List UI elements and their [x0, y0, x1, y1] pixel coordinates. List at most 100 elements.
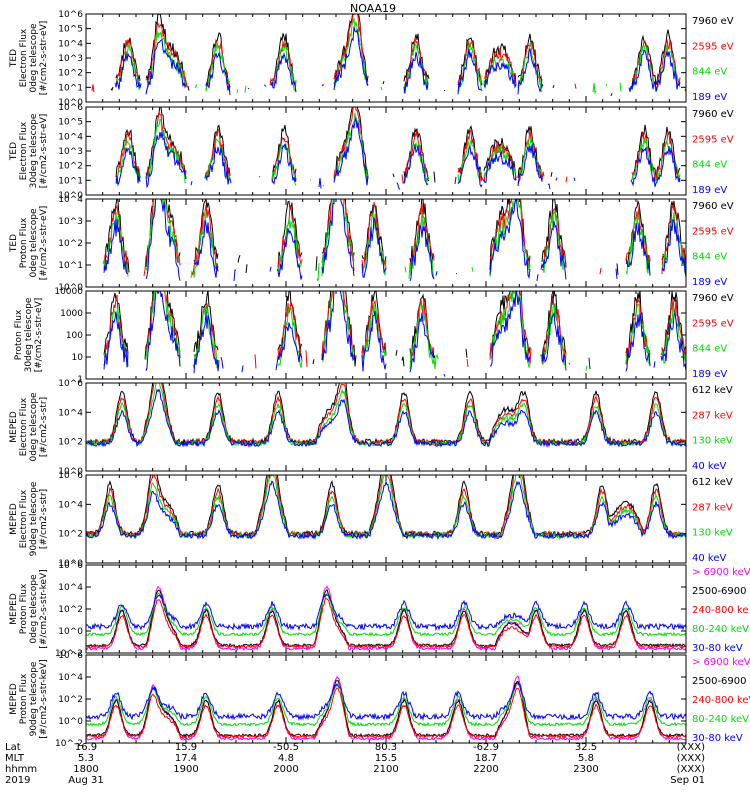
legend-entry: 612 keV	[692, 385, 733, 396]
panel-traces	[91, 14, 686, 96]
y-axis-label-line: [#/cm2-s-str-keV]	[39, 569, 49, 648]
y-axis-label-line: 90deg telescope	[29, 481, 39, 556]
y-axis-label-line: 0deg telescope	[29, 23, 39, 93]
legend-entry: 612 keV	[692, 477, 733, 488]
footer-cell-hhmm: 2000	[273, 764, 298, 775]
y-tick-label: 10^2	[58, 239, 83, 249]
panels-group: 10^0 10^1 10^2 10^3 10^4 10^5 10^6 TED Electron …	[9, 10, 750, 749]
y-axis-label: MEPED Proton Flux 90deg telescope [#/cm2-s-…	[9, 659, 49, 738]
footer-cell-hhmm: 2300	[573, 764, 598, 775]
panel-3: 10^0 10^1 10^2 10^3 10^4 TED Proton Flux 0deg t…	[9, 195, 734, 293]
y-tick-label: 10^2	[58, 162, 83, 172]
legend-entry: 189 eV	[692, 277, 727, 288]
legend-entry: 844 eV	[692, 67, 727, 78]
y-tick-label: 10^6	[58, 103, 83, 113]
footer-cell-hhmm: 2100	[373, 764, 398, 775]
y-axis-label-line: 90deg telescope	[29, 661, 39, 736]
series-trace	[115, 18, 684, 93]
y-tick-label: 10000	[54, 287, 83, 297]
panel-frame	[85, 13, 687, 103]
legend-entry: 189 eV	[692, 92, 727, 103]
y-tick-label: 1000	[60, 309, 83, 319]
legend-entry: 287 keV	[692, 410, 733, 421]
series-trace	[86, 597, 686, 649]
footer-cell-mlt: 5.3	[78, 753, 94, 764]
y-tick-label: 10^6	[58, 561, 83, 571]
legend-entry: 7960 eV	[692, 201, 734, 212]
series-trace	[86, 592, 686, 637]
series-trace	[103, 199, 686, 275]
legend-entry: > 6900 keV	[692, 657, 750, 668]
panel-7: 10^-2 10^0 10^2 10^4 10^6 MEPED Proton Flux 0de…	[9, 561, 750, 659]
panel-5: 10^0 10^2 10^4 10^6 MEPED Electron Flux 0deg t…	[9, 379, 733, 477]
y-axis-label-line: [#/cm2-s-str]	[39, 489, 49, 549]
y-tick-label: 10^0	[58, 98, 83, 108]
y-tick-label: 10^0	[58, 467, 83, 477]
y-tick-label: 10^5	[58, 118, 83, 128]
series-trace	[86, 594, 686, 631]
footer-cell-lat: 80.3	[375, 742, 397, 753]
legend-entry: 189 eV	[692, 185, 727, 196]
footer-cell-hhmm: 2200	[473, 764, 498, 775]
panel-traces	[102, 199, 686, 282]
footer-row-label: Lat	[5, 742, 21, 753]
y-axis-label-line: 0deg telescope	[29, 392, 39, 462]
series-trace	[86, 687, 686, 740]
y-axis-label-line: Proton Flux	[19, 673, 29, 724]
legend-entry: 7960 eV	[692, 109, 734, 120]
panel-frame	[85, 106, 687, 196]
y-axis-label: TED Proton Flux 0deg telescope [#/cm2-s-str…	[9, 206, 49, 281]
footer-row-label: MLT	[5, 753, 25, 764]
panel-frame	[85, 564, 687, 654]
footer-cell-hhmm: (XXX)	[677, 764, 705, 775]
y-axis-label-line: MEPED	[9, 683, 19, 715]
legend-entry: 7960 eV	[692, 293, 734, 304]
series-trace	[115, 107, 681, 183]
y-tick-label: 10	[72, 353, 84, 363]
legend-entry: 2500-6900	[692, 676, 747, 687]
legend-entry: 80-240 keV	[692, 714, 749, 725]
y-axis-label-line: MEPED	[9, 411, 19, 443]
y-axis-label-line: 30deg telescope	[24, 297, 34, 372]
series-trace	[103, 291, 686, 377]
y-axis-label-line: MEPED	[9, 593, 19, 625]
series-trace	[103, 291, 686, 371]
footer-cell-mlt: 18.7	[475, 753, 497, 764]
legend-entry: 40 keV	[692, 553, 726, 564]
y-axis-label-line: Proton Flux	[14, 309, 24, 360]
panel-frame	[85, 474, 687, 564]
footer-cell-lat: -62.9	[473, 742, 499, 753]
y-axis-label: MEPED Proton Flux 0deg telescope [#/cm2-s-s…	[9, 569, 49, 648]
y-axis-label-line: TED	[9, 142, 19, 161]
footer-cell-mlt: 17.4	[175, 753, 197, 764]
y-tick-label: 10^2	[58, 605, 83, 615]
y-axis-label: MEPED Electron Flux 90deg telescope [#/cm2-…	[9, 481, 49, 556]
y-axis-label-line: Proton Flux	[19, 217, 29, 268]
y-tick-label: 10^3	[58, 54, 83, 64]
y-tick-label: 100	[66, 331, 83, 341]
y-axis-label-line: 30deg telescope	[29, 113, 39, 188]
legend-entry: 40 keV	[692, 461, 726, 472]
y-axis-label-line: Electron Flux	[19, 121, 29, 180]
y-tick-label: 10^-2	[55, 649, 83, 659]
y-tick-label: 10^-2	[55, 739, 83, 749]
footer-cell-lat: (XXX)	[677, 742, 705, 753]
y-tick-label: 10^0	[58, 191, 83, 201]
series-trace	[103, 291, 686, 367]
y-axis-label-line: [#/cm2-s-str-eV]	[39, 21, 49, 96]
y-axis-label-line: [#/cm2-s-str-eV]	[39, 206, 49, 281]
series-trace	[103, 199, 686, 276]
y-tick-label: 10^5	[58, 25, 83, 35]
panel-1: 10^0 10^1 10^2 10^3 10^4 10^5 10^6 TED Electron …	[9, 10, 734, 108]
series-trace	[86, 679, 686, 738]
series-trace	[115, 107, 681, 184]
y-tick-label: 10^6	[58, 10, 83, 20]
y-tick-label: 10^4	[58, 583, 83, 593]
y-tick-label: 10^1	[58, 176, 83, 186]
legend-entry: 2500-6900	[692, 586, 747, 597]
y-axis-label-line: [#/cm2-s-str-eV]	[34, 298, 44, 373]
y-tick-label: 10^4	[58, 408, 83, 418]
footer-cell-lat: 16.9	[75, 742, 97, 753]
y-tick-label: 10^0	[58, 627, 83, 637]
legend-entry: 2595 eV	[692, 134, 734, 145]
